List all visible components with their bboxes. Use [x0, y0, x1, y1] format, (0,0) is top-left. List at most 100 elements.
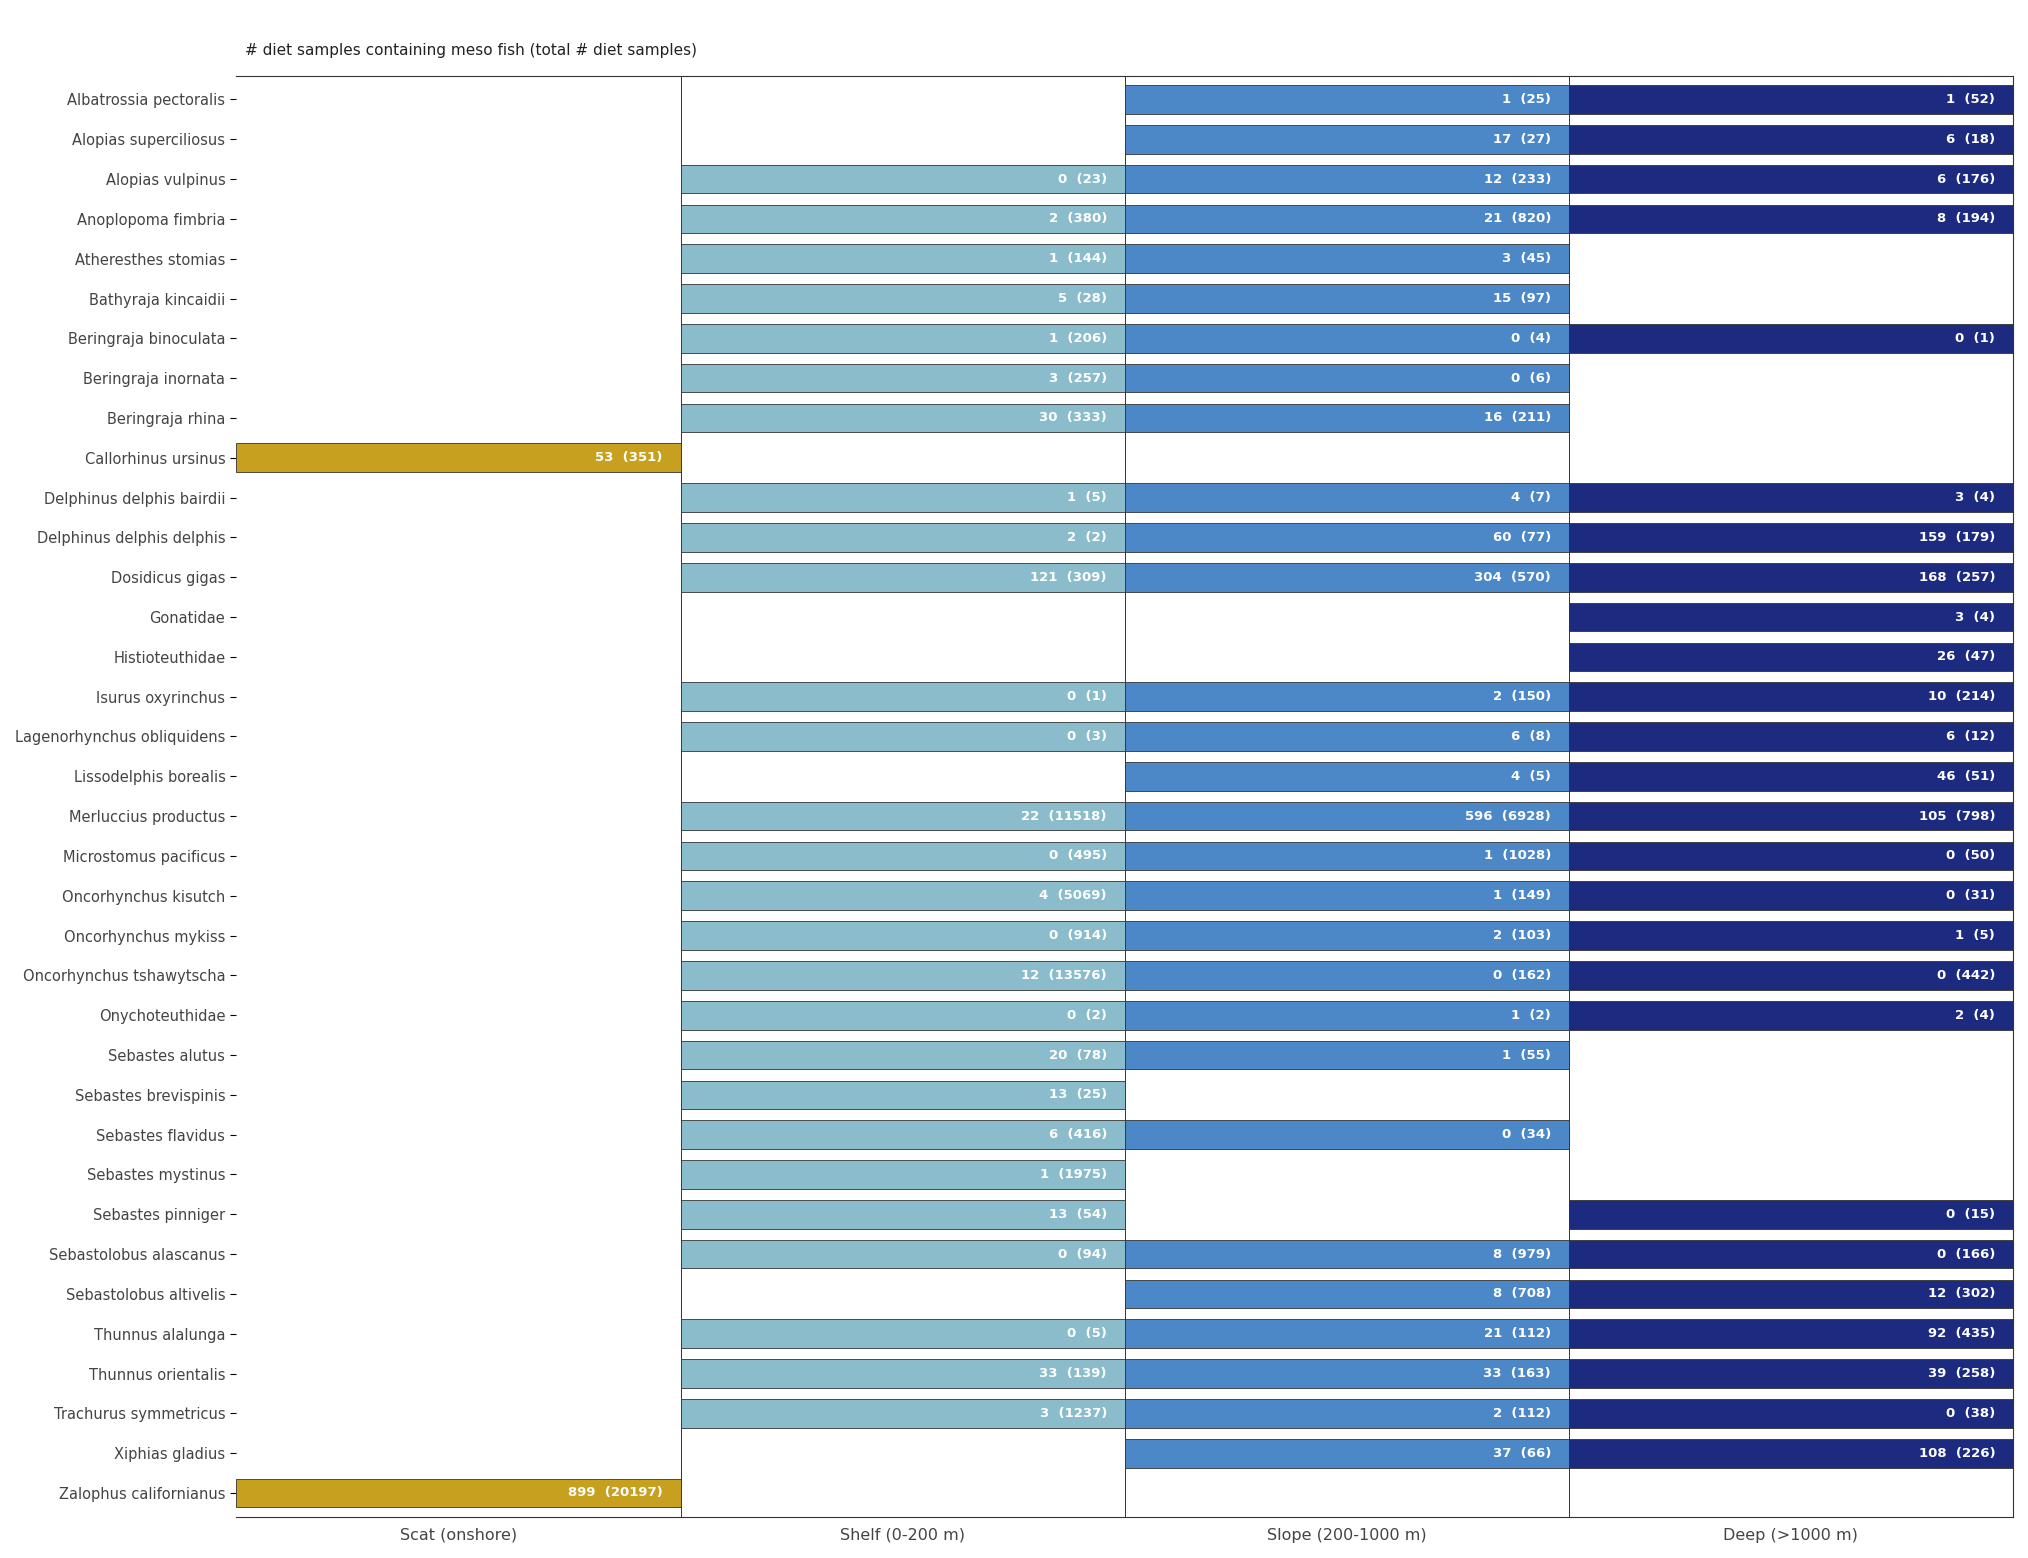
Bar: [681, 961, 1126, 989]
Bar: [681, 1399, 1126, 1427]
Bar: [1570, 961, 2014, 989]
Bar: [1126, 921, 1570, 950]
Bar: [1570, 125, 2014, 154]
Text: 0  (5): 0 (5): [1067, 1327, 1107, 1340]
Text: 899  (20197): 899 (20197): [568, 1486, 663, 1499]
Text: 1  (2): 1 (2): [1511, 1008, 1551, 1022]
Bar: [1126, 86, 1570, 114]
Bar: [681, 723, 1126, 751]
Text: 1  (55): 1 (55): [1503, 1049, 1551, 1061]
Text: # diet samples containing meso fish (total # diet samples): # diet samples containing meso fish (tot…: [245, 44, 698, 58]
Bar: [1126, 762, 1570, 790]
Text: 0  (15): 0 (15): [1947, 1207, 1996, 1221]
Text: 0  (914): 0 (914): [1048, 929, 1107, 943]
Text: 17  (27): 17 (27): [1493, 132, 1551, 146]
Bar: [681, 802, 1126, 830]
Text: 1  (5): 1 (5): [1067, 491, 1107, 505]
Bar: [681, 284, 1126, 313]
Text: 6  (8): 6 (8): [1511, 731, 1551, 743]
Text: 1  (5): 1 (5): [1955, 929, 1996, 943]
Bar: [1570, 882, 2014, 910]
Text: 13  (25): 13 (25): [1048, 1089, 1107, 1102]
Text: 21  (820): 21 (820): [1484, 212, 1551, 226]
Text: 92  (435): 92 (435): [1929, 1327, 1996, 1340]
Bar: [1126, 324, 1570, 352]
Text: 12  (233): 12 (233): [1484, 173, 1551, 185]
Bar: [1570, 1279, 2014, 1309]
Text: 0  (34): 0 (34): [1503, 1128, 1551, 1140]
Text: 37  (66): 37 (66): [1493, 1447, 1551, 1460]
Bar: [681, 562, 1126, 592]
Bar: [1126, 1359, 1570, 1388]
Text: 60  (77): 60 (77): [1493, 531, 1551, 544]
Text: 2  (150): 2 (150): [1493, 690, 1551, 703]
Bar: [1570, 204, 2014, 234]
Bar: [1570, 562, 2014, 592]
Text: 22  (11518): 22 (11518): [1022, 810, 1107, 823]
Text: 1  (25): 1 (25): [1503, 93, 1551, 106]
Bar: [681, 841, 1126, 871]
Text: 3  (45): 3 (45): [1503, 252, 1551, 265]
Text: 0  (1): 0 (1): [1067, 690, 1107, 703]
Text: 1  (206): 1 (206): [1048, 332, 1107, 344]
Text: 15  (97): 15 (97): [1493, 291, 1551, 305]
Bar: [1570, 603, 2014, 631]
Text: 2  (380): 2 (380): [1048, 212, 1107, 226]
Text: 0  (50): 0 (50): [1947, 849, 1996, 863]
Text: 2  (4): 2 (4): [1955, 1008, 1996, 1022]
Bar: [1126, 1240, 1570, 1268]
Bar: [1126, 1320, 1570, 1348]
Text: 2  (2): 2 (2): [1067, 531, 1107, 544]
Text: 0  (166): 0 (166): [1937, 1248, 1996, 1260]
Bar: [681, 483, 1126, 513]
Text: 0  (495): 0 (495): [1048, 849, 1107, 863]
Bar: [681, 324, 1126, 352]
Bar: [681, 1081, 1126, 1109]
Bar: [1570, 723, 2014, 751]
Bar: [1126, 841, 1570, 871]
Text: 12  (302): 12 (302): [1929, 1287, 1996, 1301]
Bar: [681, 682, 1126, 710]
Text: 304  (570): 304 (570): [1474, 570, 1551, 584]
Bar: [1570, 642, 2014, 671]
Bar: [1570, 165, 2014, 193]
Text: 6  (416): 6 (416): [1048, 1128, 1107, 1140]
Bar: [1126, 1279, 1570, 1309]
Bar: [1570, 802, 2014, 830]
Bar: [1570, 1440, 2014, 1468]
Bar: [681, 1041, 1126, 1069]
Bar: [1126, 125, 1570, 154]
Text: 1  (149): 1 (149): [1493, 890, 1551, 902]
Text: 33  (139): 33 (139): [1040, 1366, 1107, 1380]
Bar: [681, 1320, 1126, 1348]
Bar: [681, 1000, 1126, 1030]
Text: 0  (2): 0 (2): [1067, 1008, 1107, 1022]
Bar: [1126, 1120, 1570, 1148]
Bar: [1570, 762, 2014, 790]
Bar: [1570, 1240, 2014, 1268]
Bar: [1126, 165, 1570, 193]
Text: 168  (257): 168 (257): [1918, 570, 1996, 584]
Text: 0  (38): 0 (38): [1947, 1407, 1996, 1419]
Bar: [681, 921, 1126, 950]
Text: 105  (798): 105 (798): [1918, 810, 1996, 823]
Bar: [1570, 1320, 2014, 1348]
Text: 596  (6928): 596 (6928): [1466, 810, 1551, 823]
Text: 46  (51): 46 (51): [1937, 770, 1996, 782]
Bar: [1570, 682, 2014, 710]
Text: 1  (1028): 1 (1028): [1484, 849, 1551, 863]
Bar: [681, 1200, 1126, 1229]
Text: 16  (211): 16 (211): [1484, 411, 1551, 424]
Bar: [681, 204, 1126, 234]
Bar: [1126, 284, 1570, 313]
Bar: [1570, 523, 2014, 552]
Text: 0  (94): 0 (94): [1059, 1248, 1107, 1260]
Text: 1  (1975): 1 (1975): [1040, 1168, 1107, 1181]
Bar: [1570, 324, 2014, 352]
Text: 121  (309): 121 (309): [1030, 570, 1107, 584]
Bar: [1570, 1399, 2014, 1427]
Text: 21  (112): 21 (112): [1484, 1327, 1551, 1340]
Bar: [1126, 245, 1570, 273]
Bar: [1126, 1399, 1570, 1427]
Bar: [681, 1161, 1126, 1189]
